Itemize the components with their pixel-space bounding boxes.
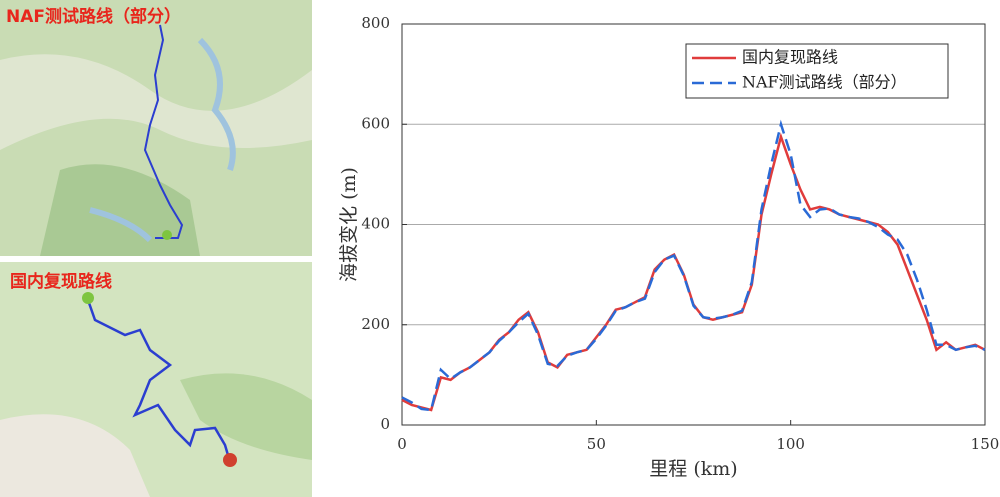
map-area [0, 54, 312, 150]
map-lake [89, 207, 153, 243]
y-tick-label: 800 [361, 14, 390, 32]
y-axis-label: 海拔变化 (m) [338, 167, 360, 282]
map-area [0, 414, 150, 497]
series-line [401, 132, 986, 412]
plot-frame [401, 23, 986, 426]
y-tick-label: 0 [380, 415, 390, 433]
x-axis-label: 里程 (km) [649, 458, 737, 480]
legend-label: 国内复现路线 [742, 48, 838, 67]
x-tick-label: 100 [776, 435, 805, 453]
x-tick-label: 0 [397, 435, 407, 453]
map-top: NAF测试路线（部分） [0, 0, 312, 256]
chart: 0 200 400 600 800 0 50 100 150 里程 (km) 海拔变化 (m) 国内复… [338, 14, 999, 480]
map-label: NAF测试路线（部分） [6, 6, 181, 27]
series-line [401, 119, 986, 412]
map-route [86, 299, 232, 463]
x-tick-label: 50 [587, 435, 606, 453]
map-marker [82, 292, 94, 304]
y-tick-label: 400 [361, 215, 390, 233]
map-lake [197, 37, 236, 171]
map-label: 国内复现路线 [10, 271, 112, 292]
map-marker [223, 453, 237, 467]
legend-label: NAF测试路线（部分） [742, 73, 907, 92]
legend-box [685, 43, 949, 99]
map-area [180, 373, 312, 460]
y-tick-label: 200 [361, 315, 390, 333]
legend: 国内复现路线 NAF测试路线（部分） [685, 43, 949, 99]
y-tick-label: 600 [361, 114, 390, 132]
map-bottom: 国内复现路线 [0, 262, 312, 497]
map-route [143, 24, 184, 239]
x-tick-label: 150 [971, 435, 1000, 453]
map-marker [162, 230, 172, 240]
